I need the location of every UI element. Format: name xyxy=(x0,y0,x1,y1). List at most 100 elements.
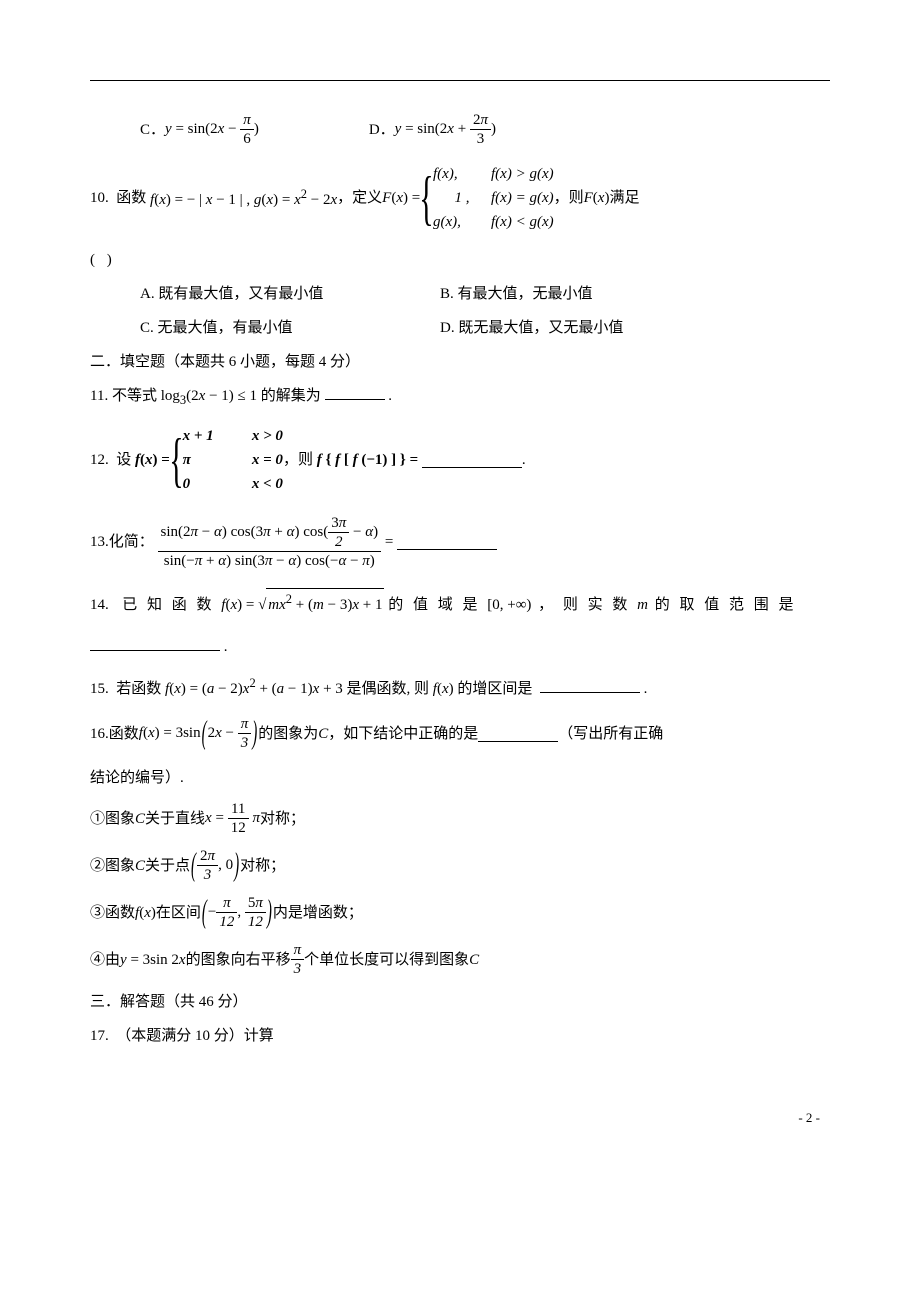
q16-s1-mid: 关于直线 xyxy=(145,807,205,831)
q13-label: 13. xyxy=(90,530,109,554)
q16-math: f(x) = 3sin(2x − π3) xyxy=(139,715,258,752)
q11-math: log3(2x − 1) ≤ 1 xyxy=(161,388,257,404)
q16-label: 16. xyxy=(90,722,109,746)
q10-F: F(x) xyxy=(584,186,610,210)
q12-stem: 设 xyxy=(116,448,131,472)
q14-label: 14. xyxy=(90,597,109,613)
q16-s4: ④由 y = 3sin 2x 的图象向右平移 π3 个单位长度可以得到图象 C xyxy=(90,941,830,978)
q13-row: 13. 化简： sin(2π − α) cos(3π + α) cos(3π2 … xyxy=(90,514,830,570)
q16-s1-pre: ①图象 xyxy=(90,807,135,831)
q11-tail: 的解集为 xyxy=(261,388,321,404)
q10-tail: 满足 xyxy=(609,186,639,210)
q13-stem: 化简： xyxy=(109,530,154,554)
section-3-heading: 三．解答题（共 46 分） xyxy=(90,990,830,1014)
q14-blank xyxy=(90,635,220,651)
q11-label: 11. xyxy=(90,388,108,404)
pw-r1l: f(x), xyxy=(433,166,458,182)
q17-label: 17. xyxy=(90,1028,109,1044)
q11-stem: 不等式 xyxy=(112,388,157,404)
q16-s3-math: (−π12, 5π12) xyxy=(201,894,273,931)
q12-blank xyxy=(422,452,522,468)
q16-stem: 函数 xyxy=(109,722,139,746)
q15-math2: f(x) xyxy=(433,681,454,697)
q16-s4-mid2: 个单位长度可以得到图象 xyxy=(304,948,469,972)
q11-suffix: . xyxy=(388,388,392,404)
q16-s2-C: C xyxy=(135,854,145,878)
q9-options-row: C． y = sin(2x − π6) D． y = sin(2x + 2π3) xyxy=(90,111,830,148)
q13-blank xyxy=(397,534,497,550)
q10-opt-b: B. 有最大值，无最小值 xyxy=(440,282,593,306)
opt-c-math: y = sin(2x − π6) xyxy=(165,111,259,148)
q15-label: 15. xyxy=(90,681,109,697)
q16-s2-mid: 关于点 xyxy=(145,854,190,878)
q16-s2-pre: ②图象 xyxy=(90,854,135,878)
q11-row: 11. 不等式 log3(2x − 1) ≤ 1 的解集为 . xyxy=(90,384,830,410)
pw-r3l: g(x), xyxy=(433,214,461,230)
q16-s4-math1: y = 3sin 2x xyxy=(120,948,186,972)
q14-stem1: 已 知 函 数 xyxy=(122,597,214,613)
pw-r3r: f(x) < g(x) xyxy=(491,214,554,230)
q10-paren: ( ) xyxy=(90,252,116,268)
q16-row: 16. 函数 f(x) = 3sin(2x − π3) 的图象为 C ，如下结论… xyxy=(90,715,830,752)
q16-s1: ①图象 C 关于直线 x = 1112 π 对称； xyxy=(90,800,830,837)
q12-r2r: x = 0 xyxy=(252,452,283,468)
q14-row: 14. 已 知 函 数 f(x) = √mx2 + (m − 3)x + 1 的… xyxy=(90,588,830,617)
q14-suffix: . xyxy=(224,639,228,655)
q12-row: 12. 设 f(x) = { x + 1 x > 0 π x = 0 0 x <… xyxy=(90,424,830,496)
q12-r1l: x + 1 xyxy=(183,428,214,444)
q16-C: C xyxy=(318,722,328,746)
q14-math: f(x) = √mx2 + (m − 3)x + 1 xyxy=(221,597,388,613)
q16-tail: （写出所有正确 xyxy=(558,722,663,746)
q15-stem: 若函数 xyxy=(116,681,161,697)
brace-icon: { xyxy=(419,168,433,228)
q16-s1-math: x = 1112 π xyxy=(205,800,260,837)
q12-r3l: 0 xyxy=(183,476,191,492)
q10-opt-c: C. 无最大值，有最小值 xyxy=(140,316,440,340)
q10-piecewise: f(x),f(x) > g(x) 1 ,f(x) = g(x) g(x),f(x… xyxy=(433,162,554,234)
q17-text: （本题满分 10 分）计算 xyxy=(116,1028,274,1044)
q15-math: f(x) = (a − 2)x2 + (a − 1)x + 3 xyxy=(165,681,347,697)
q16-s1-tail: 对称； xyxy=(260,807,305,831)
q15-blank xyxy=(540,677,640,693)
q12-label: 12. xyxy=(90,448,109,472)
header-rule xyxy=(90,80,830,81)
q16-s4-mid: 的图象向右平移 xyxy=(186,948,291,972)
q14-var: m xyxy=(637,597,648,613)
q10-math-a: f(x) = − | x − 1 | , g(x) = x2 − 2x xyxy=(150,184,337,212)
q10-mid1: ，定义 xyxy=(337,186,382,210)
q16-mid2: ，如下结论中正确的是 xyxy=(328,722,478,746)
q17-row: 17. （本题满分 10 分）计算 xyxy=(90,1024,830,1048)
q13-frac: sin(2π − α) cos(3π + α) cos(3π2 − α) sin… xyxy=(158,514,382,570)
q14-mid: 的 值 域 是 xyxy=(388,597,480,613)
brace-icon: { xyxy=(169,430,183,490)
q16-mid: 的图象为 xyxy=(258,722,318,746)
pw-r2l: 1 , xyxy=(455,190,470,206)
q12-r3r: x < 0 xyxy=(252,476,283,492)
q16-blank xyxy=(478,726,558,742)
s1-den: 12 xyxy=(228,819,249,837)
q16-s3-f: f(x) xyxy=(135,901,156,925)
q10-mid2: ，则 xyxy=(554,186,584,210)
q10-opt-d: D. 既无最大值，又无最小值 xyxy=(440,316,623,340)
opt-c-label: C． xyxy=(140,118,165,142)
q15-row: 15. 若函数 f(x) = (a − 2)x2 + (a − 1)x + 3 … xyxy=(90,673,830,701)
q12-mid: ，则 xyxy=(283,448,313,472)
q16-s2-math: (2π3, 0) xyxy=(190,847,240,884)
q12-piecewise: x + 1 x > 0 π x = 0 0 x < 0 xyxy=(183,424,283,496)
section-2-heading: 二．填空题（本题共 6 小题，每题 4 分） xyxy=(90,350,830,374)
q16-s2-tail: 对称； xyxy=(240,854,285,878)
q16-s4-pre: ④由 xyxy=(90,948,120,972)
q12-r1r: x > 0 xyxy=(252,428,283,444)
q16-s4-frac: π3 xyxy=(291,941,305,978)
pw-r1r: f(x) > g(x) xyxy=(491,166,554,182)
q16-s1-C: C xyxy=(135,807,145,831)
q15-mid: 是偶函数, 则 xyxy=(347,681,430,697)
q14-tail: ， 则 实 数 xyxy=(538,597,630,613)
page-number: - 2 - xyxy=(90,1108,830,1129)
q12-rhs: f { f [ f (−1) ] } = xyxy=(317,448,418,472)
s1-num: 11 xyxy=(228,800,249,819)
q16-s3-pre: ③函数 xyxy=(90,901,135,925)
q11-blank xyxy=(325,384,385,400)
q15-suffix: . xyxy=(644,681,648,697)
q12-suffix: . xyxy=(522,448,526,472)
